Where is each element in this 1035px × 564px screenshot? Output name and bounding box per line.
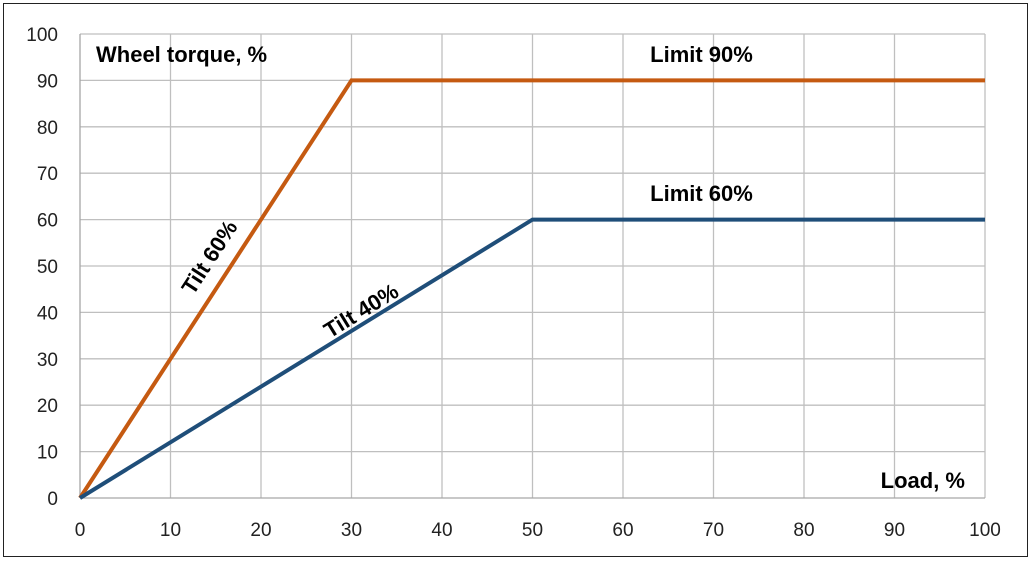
x-axis-label: Load, % <box>881 468 965 493</box>
x-tick-label: 80 <box>793 520 814 541</box>
y-tick-label: 80 <box>37 118 58 139</box>
axes <box>79 34 985 499</box>
x-tick-label: 20 <box>250 520 271 541</box>
series-line-1 <box>78 217 985 500</box>
y-tick-label: 100 <box>26 25 58 46</box>
x-tick-label: 100 <box>969 520 1001 541</box>
annotation-label-3: Tilt 40% <box>319 278 403 343</box>
y-tick-label: 60 <box>37 211 58 232</box>
x-tick-label: 40 <box>431 520 452 541</box>
x-tick-labels: 0 10 20 30 40 50 60 70 80 90 100 <box>75 520 1001 541</box>
x-tick-label: 60 <box>612 520 633 541</box>
annotation-label-2: Tilt 60% <box>176 216 242 299</box>
series-lines <box>78 78 985 500</box>
y-axis-label: Wheel torque, % <box>96 42 267 67</box>
x-tick-label: 50 <box>522 520 543 541</box>
series-line-0 <box>78 78 985 500</box>
x-tick-label: 90 <box>884 520 905 541</box>
annotation-label-0: Limit 90% <box>650 42 753 67</box>
y-tick-label: 30 <box>37 350 58 371</box>
y-tick-label: 40 <box>37 303 58 324</box>
x-tick-label: 10 <box>160 520 181 541</box>
x-tick-label: 0 <box>75 520 86 541</box>
y-tick-label: 0 <box>47 489 58 510</box>
x-tick-label: 70 <box>703 520 724 541</box>
y-tick-label: 70 <box>37 164 58 185</box>
chart-frame <box>3 3 1028 557</box>
y-tick-label: 50 <box>37 257 58 278</box>
y-tick-label: 20 <box>37 396 58 417</box>
y-tick-label: 90 <box>37 71 58 92</box>
y-tick-labels: 0 10 20 30 40 50 60 70 80 90 100 <box>26 25 58 510</box>
annotation-label-1: Limit 60% <box>650 181 753 206</box>
annotations: Limit 90% Limit 60% Tilt 60% Tilt 40% <box>176 42 752 343</box>
x-tick-label: 30 <box>341 520 362 541</box>
y-tick-label: 10 <box>37 443 58 464</box>
